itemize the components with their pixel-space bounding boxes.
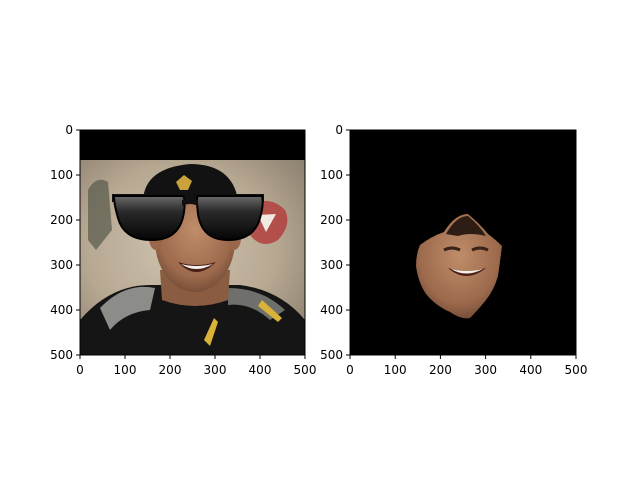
segmented-face <box>416 214 502 319</box>
jacket-stripe <box>204 318 218 346</box>
y-tick-label: 500 <box>50 348 73 362</box>
y-tick-label: 100 <box>50 168 73 182</box>
y-tick-label: 500 <box>320 348 343 362</box>
y-tick-label: 400 <box>50 303 73 317</box>
segmented-face-hair <box>446 216 486 236</box>
segmented-face-eyes <box>443 246 489 252</box>
x-tick-label: 0 <box>76 363 84 377</box>
y-tick-label: 0 <box>65 123 73 137</box>
top-black-band <box>80 130 305 160</box>
x-tick-label: 200 <box>429 363 452 377</box>
cap-logo <box>176 175 192 190</box>
left-image-panel <box>80 130 305 355</box>
hood-grey <box>100 286 155 330</box>
y-tick-label: 300 <box>50 258 73 272</box>
jacket-stripe-right <box>258 300 282 322</box>
right-axes-frame <box>349 129 577 356</box>
background-figure <box>88 179 112 250</box>
x-tick-label: 300 <box>474 363 497 377</box>
x-tick-label: 400 <box>249 363 272 377</box>
y-tick-label: 300 <box>320 258 343 272</box>
sunglasses-bridge <box>182 198 198 206</box>
background-logo-white <box>258 214 276 232</box>
x-tick-label: 0 <box>346 363 354 377</box>
sunglasses <box>112 194 264 242</box>
x-tick-label: 500 <box>565 363 588 377</box>
x-tick-label: 300 <box>204 363 227 377</box>
segmented-face-teeth <box>451 269 483 274</box>
y-tick-label: 200 <box>50 213 73 227</box>
x-tick-label: 400 <box>519 363 542 377</box>
x-tick-label: 200 <box>159 363 182 377</box>
y-tick-label: 200 <box>320 213 343 227</box>
x-tick-label: 500 <box>294 363 317 377</box>
teeth <box>181 264 213 269</box>
right-image-panel <box>350 130 576 355</box>
x-tick-label: 100 <box>114 363 137 377</box>
y-tick-label: 400 <box>320 303 343 317</box>
y-tick-label: 0 <box>335 123 343 137</box>
y-tick-label: 100 <box>320 168 343 182</box>
x-tick-label: 100 <box>384 363 407 377</box>
left-axes-frame <box>79 129 306 356</box>
